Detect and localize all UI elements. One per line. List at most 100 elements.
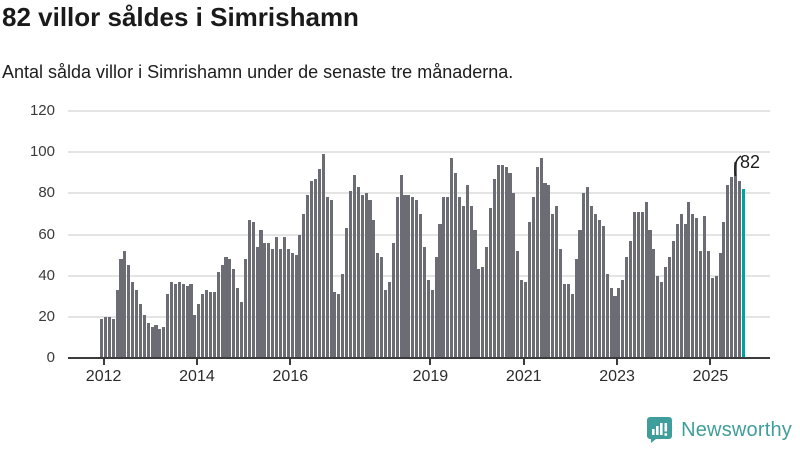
bar	[201, 294, 205, 358]
bar	[142, 314, 146, 358]
bar	[321, 154, 325, 358]
bar	[675, 224, 679, 358]
bar	[325, 197, 329, 358]
bar	[103, 316, 107, 358]
y-axis-label: 40	[38, 266, 55, 284]
bar	[582, 193, 586, 358]
bar	[551, 213, 555, 358]
bar	[679, 213, 683, 358]
bar	[111, 318, 115, 358]
bar	[504, 166, 508, 358]
bar	[205, 290, 209, 358]
bar	[263, 242, 267, 358]
bar	[329, 199, 333, 358]
bar	[372, 220, 376, 358]
bar	[590, 205, 594, 358]
bar	[271, 248, 275, 358]
bar	[730, 176, 734, 358]
bar	[158, 329, 162, 358]
bar	[127, 265, 131, 358]
gridline	[68, 192, 770, 195]
bar	[185, 285, 189, 358]
bar	[500, 164, 504, 358]
bar	[337, 294, 341, 358]
bar	[216, 271, 220, 358]
bar	[306, 195, 310, 358]
bar	[290, 253, 294, 358]
bar	[465, 185, 469, 358]
bar	[570, 294, 574, 358]
y-axis-label: 0	[46, 349, 55, 366]
bar	[726, 185, 730, 358]
x-axis-label: 2021	[505, 368, 542, 385]
y-axis-label: 120	[29, 102, 55, 119]
x-axis-line	[68, 357, 770, 359]
bar	[208, 292, 212, 358]
bar	[621, 279, 625, 358]
bar	[508, 172, 512, 358]
brand-footer: Newsworthy	[646, 416, 792, 444]
bar	[671, 240, 675, 358]
bar	[391, 242, 395, 358]
bar	[212, 292, 216, 358]
bar	[135, 290, 139, 358]
y-axis-label: 20	[38, 307, 55, 325]
gridline	[68, 110, 770, 112]
bar	[154, 325, 158, 358]
bar	[710, 277, 714, 358]
bar	[411, 197, 415, 358]
annotation-leader	[734, 155, 742, 177]
bar	[461, 205, 465, 358]
bar	[687, 201, 691, 358]
bar	[535, 166, 539, 358]
bar	[364, 193, 368, 358]
newsworthy-logo-icon	[646, 416, 673, 444]
bar	[667, 257, 672, 358]
bar	[636, 211, 640, 358]
x-axis-tick	[102, 359, 105, 365]
bar	[547, 185, 551, 358]
bar	[146, 323, 150, 358]
bar	[224, 257, 228, 358]
bar	[236, 288, 240, 358]
bar	[119, 259, 123, 358]
bar	[368, 199, 372, 358]
gridline	[68, 151, 770, 154]
bar	[228, 259, 232, 358]
bar	[640, 211, 644, 358]
bar	[485, 246, 489, 358]
bar	[562, 283, 566, 358]
bar	[609, 288, 613, 358]
chart-subtitle: Antal sålda villor i Simrishamn under de…	[2, 62, 514, 82]
bar	[737, 180, 742, 358]
bar	[734, 162, 738, 358]
annotation-label: 82	[740, 152, 761, 172]
bar	[527, 222, 531, 358]
bar	[438, 224, 442, 358]
bar	[387, 281, 391, 358]
x-axis-tick	[616, 359, 619, 365]
x-axis-tick	[289, 359, 292, 365]
bar	[578, 230, 582, 358]
bar	[376, 253, 380, 358]
bar	[173, 283, 177, 358]
bar	[415, 199, 419, 358]
bar	[181, 283, 185, 358]
bar	[150, 327, 154, 358]
bar	[430, 290, 434, 358]
bar	[524, 281, 528, 358]
bar	[652, 248, 656, 358]
bar	[197, 304, 201, 358]
bar	[422, 246, 426, 358]
bar	[660, 281, 664, 358]
bar	[310, 180, 314, 358]
x-axis-label: 2012	[85, 368, 122, 385]
bar	[189, 283, 193, 358]
bar	[341, 273, 345, 358]
bar	[656, 275, 660, 358]
bar	[166, 294, 170, 358]
y-axis-label: 60	[38, 225, 55, 243]
bar	[496, 164, 500, 358]
bar	[418, 213, 423, 358]
